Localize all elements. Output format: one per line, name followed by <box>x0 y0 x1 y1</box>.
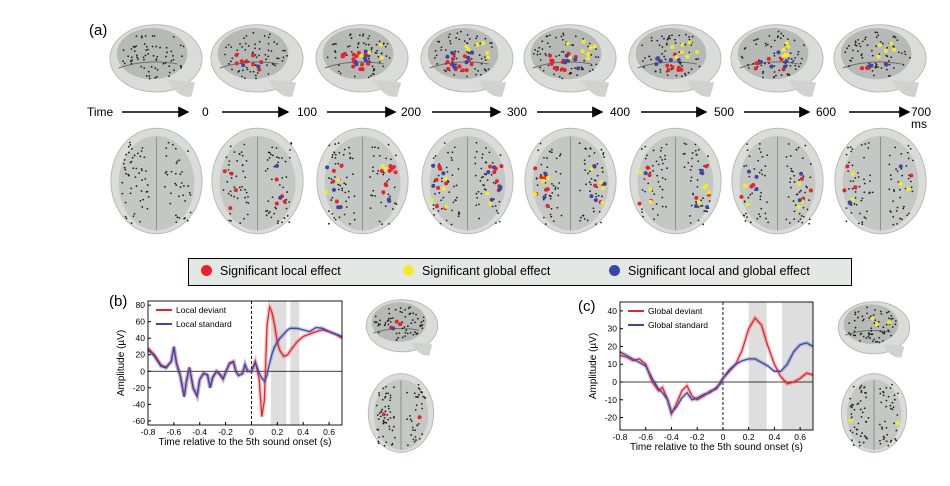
x-tick-label: 0.4 <box>768 432 780 442</box>
x-tick-label: 0.4 <box>297 427 309 437</box>
mini-axial-brain-c <box>840 373 908 453</box>
x-tick-label: 0 <box>249 427 254 437</box>
axial-brain-3 <box>421 127 514 235</box>
timeline-label: Time <box>87 105 114 119</box>
chart-local-effect: -60 -40 -20 0 20 40 60 80 -0.8 -0.6 -0.4 -0.2 0 0.2 0.… <box>116 298 344 448</box>
legend-item-both: Significant local and global effect <box>609 264 810 278</box>
series-line <box>619 342 814 414</box>
y-tick-label: 0 <box>140 366 145 376</box>
timeline-tick: 400 <box>610 105 631 119</box>
x-tick-label: -0.2 <box>218 427 233 437</box>
legend-label: Global standard <box>648 320 708 330</box>
x-tick-label: 0.6 <box>794 432 806 442</box>
lateral-brain-0 <box>109 24 203 97</box>
y-axis-label: Amplitude (µV) <box>116 330 127 396</box>
x-tick-label: -0.8 <box>141 427 156 437</box>
y-tick-label: -20 <box>133 383 146 393</box>
mini-lateral-brain-c <box>837 301 911 358</box>
axial-brain-1 <box>211 127 304 235</box>
y-tick-label: 20 <box>136 350 146 360</box>
panel-b-label: (b) <box>109 293 128 310</box>
timeline-tick: 600 <box>816 105 837 119</box>
red-dot-icon <box>201 265 212 276</box>
x-tick-label: 0.6 <box>323 427 335 437</box>
timeline-tick: 200 <box>401 105 422 119</box>
legend-label-both: Significant local and global effect <box>628 264 810 278</box>
lateral-brain-6 <box>730 24 824 97</box>
x-tick-label: 0.2 <box>271 427 283 437</box>
y-tick-label: 40 <box>136 333 146 343</box>
legend-label: Global deviant <box>648 306 703 316</box>
y-tick-label: 30 <box>608 324 618 334</box>
lateral-brain-4 <box>523 24 617 97</box>
y-tick-label: 0 <box>612 377 617 387</box>
y-tick-label: -10 <box>605 395 618 405</box>
lateral-brain-3 <box>420 24 514 97</box>
lateral-brain-2 <box>315 24 409 97</box>
y-axis-label: Amplitude (µV) <box>588 333 599 399</box>
y-tick-label: 60 <box>136 317 146 327</box>
x-tick-label: -0.4 <box>664 432 679 442</box>
x-tick-label: -0.8 <box>613 432 628 442</box>
timeline-tick: 300 <box>507 105 528 119</box>
legend-label: Local deviant <box>176 305 227 315</box>
significance-interval <box>782 302 813 430</box>
plot-frame <box>147 300 343 426</box>
mini-axial-brain-b <box>367 373 435 453</box>
axial-brain-5 <box>629 127 722 235</box>
y-tick-label: 10 <box>608 359 618 369</box>
y-tick-label: -20 <box>605 413 618 423</box>
y-tick-label: 20 <box>608 341 618 351</box>
timeline-arrows <box>122 106 911 118</box>
significance-interval <box>290 301 300 425</box>
legend-label: Local standard <box>176 319 232 329</box>
plot-frame <box>619 301 814 431</box>
mini-lateral-brain-b <box>365 299 439 356</box>
timeline-tick: 500 <box>714 105 735 119</box>
legend-label-local: Significant local effect <box>220 264 341 278</box>
legend: Significant local effect Significant glo… <box>188 258 852 286</box>
x-axis-label: Time relative to the 5th sound onset (s) <box>630 442 803 453</box>
y-tick-label: -40 <box>133 399 146 409</box>
series-line <box>147 326 343 399</box>
significance-interval <box>748 302 767 430</box>
axial-brain-4 <box>524 127 617 235</box>
y-tick-label: 80 <box>136 300 146 310</box>
x-tick-label: 0.2 <box>743 432 755 442</box>
legend-item-global: Significant global effect <box>403 264 550 278</box>
x-tick-label: -0.2 <box>690 432 705 442</box>
lateral-brain-1 <box>210 24 304 97</box>
x-tick-label: -0.6 <box>638 432 653 442</box>
panel-c-label: (c) <box>578 298 596 315</box>
y-tick-label: -60 <box>133 416 146 426</box>
legend-item-local: Significant local effect <box>201 264 341 278</box>
x-tick-label: -0.4 <box>192 427 207 437</box>
chart-global-effect: -20 -10 0 10 20 30 40 -0.8 -0.6 -0.4 -0.2 0 0.2 0.4 0.… <box>588 301 814 453</box>
significance-interval <box>270 301 287 425</box>
blue-dot-icon <box>609 265 620 276</box>
panel-a-label: (a) <box>89 22 108 39</box>
axial-brain-7 <box>834 127 927 235</box>
timeline-tick: 700 ms <box>911 105 932 131</box>
x-tick-label: -0.6 <box>167 427 182 437</box>
axial-brain-2 <box>316 127 409 235</box>
axial-brain-0 <box>110 127 203 235</box>
yellow-dot-icon <box>403 265 414 276</box>
x-tick-label: 0 <box>721 432 726 442</box>
series-band <box>146 325 343 403</box>
axial-brain-6 <box>731 127 824 235</box>
timeline-tick: 100 <box>297 105 318 119</box>
lateral-brain-5 <box>628 24 722 97</box>
timeline-tick: 0 <box>202 105 209 119</box>
legend-label-global: Significant global effect <box>422 264 551 278</box>
x-axis-label: Time relative to the 5th sound onset (s) <box>158 437 331 448</box>
y-tick-label: 40 <box>608 306 618 316</box>
lateral-brain-7 <box>833 24 927 97</box>
